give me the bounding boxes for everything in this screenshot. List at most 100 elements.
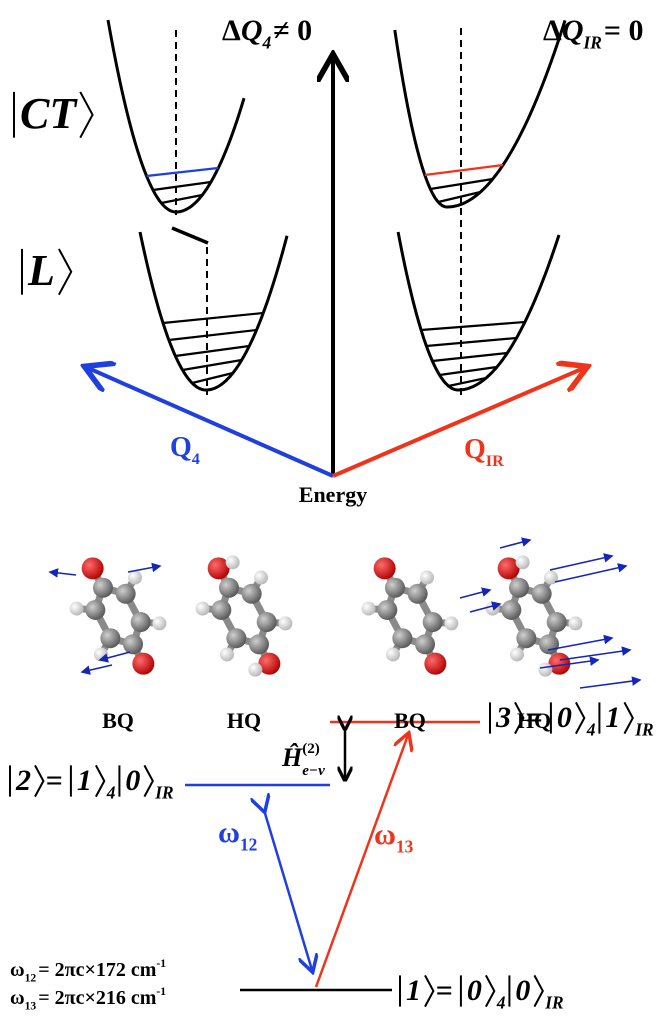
transition-13 [316,735,408,987]
displacement-vector [560,650,630,660]
subscript: 4 [586,719,596,739]
hydrogen-atom [248,663,262,677]
subscript: 4 [261,32,271,52]
potential-curve [398,232,559,390]
ket-label: L [27,246,55,295]
carbon-atom [123,634,143,654]
ket-bracket [59,249,71,295]
subscript: 13 [25,1000,37,1013]
carbon-atom [257,612,277,632]
subscript: IR [486,452,504,470]
subscript: e−v [302,763,325,779]
subscript: 12 [25,972,37,985]
delta: Δ [222,14,241,47]
displacement-vector [555,566,626,582]
ket-bracket [144,765,152,796]
carbon-atom [100,628,120,648]
vibrational-level [169,330,257,340]
carbon-atom [116,584,136,604]
hydrogen-atom [510,647,524,661]
carbon-atom [539,634,559,654]
ket-bracket [96,765,104,796]
ket-label: 3 [495,701,511,734]
frequency-value: = 2πc×216 cm [38,987,157,1009]
subscript: IR [582,32,601,52]
ket-bracket [80,92,92,138]
superscript: -1 [156,985,166,998]
carbon-atom [385,578,405,598]
vibrational-level [153,182,211,190]
carbon-atom [392,628,412,648]
transition-12 [264,810,312,970]
relation: = 0 [604,14,644,47]
hydrogen-atom [278,616,292,630]
carbon-atom [501,600,521,620]
axis-label: Energy [299,482,367,507]
axis-label: Q [170,432,192,463]
frequency-value: = 2πc×172 cm [38,959,157,981]
potential-curve [395,20,565,207]
equals: = [436,974,453,1007]
vibrational-level [163,313,263,323]
oxygen-atom [424,653,446,675]
molecule-label: BQ [102,708,134,733]
displacement-vector [128,566,160,572]
carbon-atom [242,584,262,604]
symbol: Q [241,14,263,47]
potential-curve [140,232,287,390]
carbon-atom [226,628,246,648]
hydrogen-atom [152,616,166,630]
carbon-atom [93,578,113,598]
ket-label: 0 [515,974,530,1007]
carbon-atom [377,600,397,620]
hydrogen-atom [486,602,500,616]
carbon-atom [211,600,231,620]
superscript: (2) [302,741,320,757]
vibrational-level [175,346,249,356]
delta: Δ [543,14,562,47]
carbon-atom [131,612,151,632]
carbon-atom [85,600,105,620]
oxygen-atom [132,653,154,675]
symbol: Q [562,14,584,47]
carbon-atom [408,584,428,604]
subscript: 4 [496,992,506,1012]
frequency-symbol: ω [10,959,25,981]
carbon-atom [249,634,269,654]
hydrogen-atom [70,602,84,616]
hydrogen-atom [226,555,240,569]
frequency-symbol: ω [218,816,240,849]
hydrogen-atom [196,602,210,616]
carbon-atom [509,578,529,598]
molecule-label: BQ [394,708,426,733]
ket-label: 0 [125,764,140,797]
ket-bracket [35,765,43,796]
ket-bracket [425,975,433,1006]
hydrogen-atom [516,555,530,569]
displacement-vector [460,590,490,598]
page: { "top": { "delta_q4": {"delta": "Δ", "s… [0,0,670,1016]
q4-axis [88,368,333,476]
carbon-atom [219,578,239,598]
hydrogen-atom [538,663,552,677]
hydrogen-atom [444,616,458,630]
ket-label: CT [20,89,78,138]
ket-bracket [624,702,632,733]
displacement-line [172,228,208,243]
ket-bracket [486,975,494,1006]
hydrogen-atom [220,647,234,661]
hydrogen-atom [568,616,582,630]
hydrogen-atom [254,571,268,585]
subscript: IR [154,782,173,802]
carbon-atom [532,584,552,604]
subscript: IR [544,992,563,1012]
vibrational-level [440,367,497,375]
displacement-vector [50,572,76,575]
carbon-atom [415,634,435,654]
relation: ≠ 0 [273,14,312,47]
subscript: IR [634,719,653,739]
displacement-vector [500,540,530,548]
subscript: 4 [106,782,116,802]
vibrational-level [183,360,242,370]
subscript: 4 [192,450,200,468]
